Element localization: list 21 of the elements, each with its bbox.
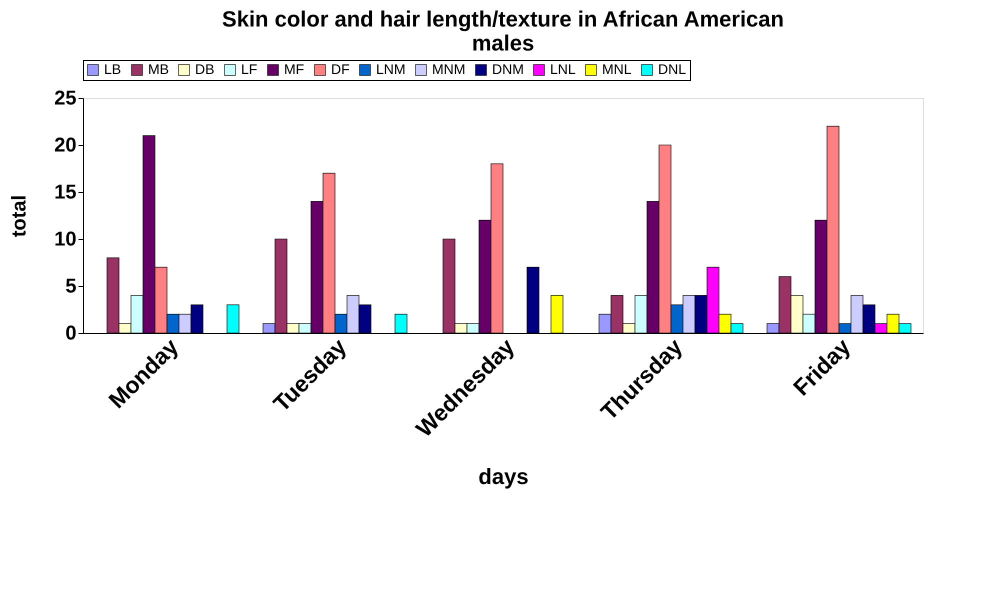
y-tick-label: 0 <box>65 322 76 344</box>
legend-label: DNL <box>658 61 686 77</box>
legend-label: MB <box>148 61 169 77</box>
legend-label: MNL <box>602 61 632 77</box>
y-tick-label: 5 <box>65 276 76 298</box>
legend-label: MF <box>284 61 304 77</box>
y-tick-label: 15 <box>54 182 76 204</box>
legend-label: LNM <box>376 61 406 77</box>
legend-label: DF <box>331 61 350 77</box>
y-tick-label: 20 <box>54 134 76 156</box>
y-axis-title: total <box>8 194 30 238</box>
legend-label: MNM <box>432 61 466 77</box>
legend-label: LF <box>241 61 258 77</box>
y-tick-label: 10 <box>54 228 76 250</box>
legend-label: DB <box>195 61 214 77</box>
y-tick-label: 25 <box>54 88 76 110</box>
legend-label: LB <box>104 61 122 77</box>
legend-label: DNM <box>492 61 524 77</box>
legend-label: LNL <box>550 61 576 77</box>
x-axis-title: days <box>478 464 529 489</box>
chart-title: Skin color and hair length/texture in African American males <box>222 6 784 56</box>
